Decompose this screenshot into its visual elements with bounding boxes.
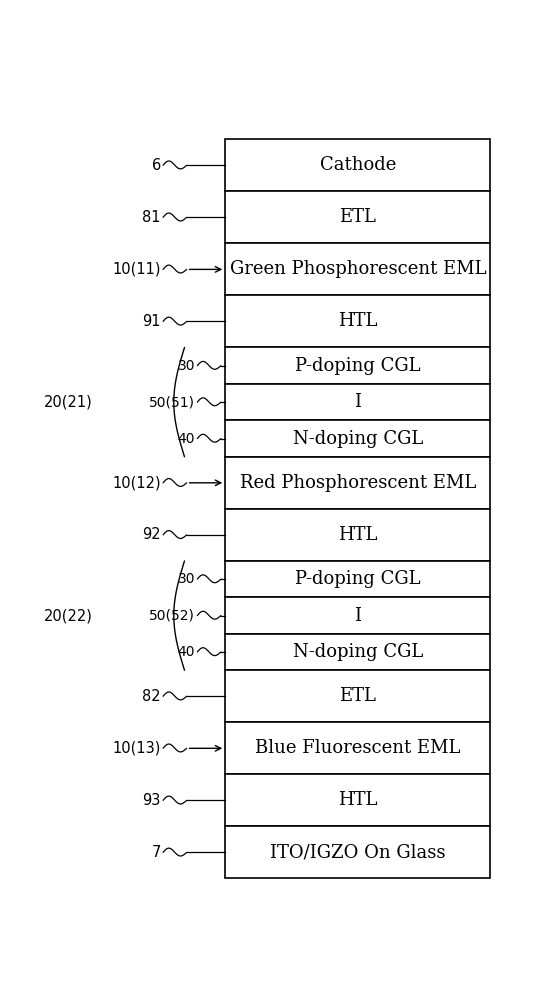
- Bar: [225, 634, 490, 670]
- Bar: [225, 826, 490, 878]
- Bar: [225, 561, 490, 597]
- Text: 10(11): 10(11): [113, 262, 161, 277]
- Text: 50(51): 50(51): [149, 395, 195, 409]
- Bar: [225, 243, 490, 295]
- Bar: [225, 774, 490, 826]
- Text: Cathode: Cathode: [320, 156, 396, 174]
- Text: ITO/IGZO On Glass: ITO/IGZO On Glass: [270, 843, 445, 861]
- Text: 7: 7: [152, 845, 161, 860]
- Text: 81: 81: [142, 210, 161, 225]
- Bar: [225, 670, 490, 722]
- Text: P-doping CGL: P-doping CGL: [295, 357, 421, 375]
- Text: Red Phosphorescent EML: Red Phosphorescent EML: [240, 474, 476, 492]
- Text: 50(52): 50(52): [150, 609, 195, 623]
- Text: 10(13): 10(13): [113, 741, 161, 756]
- Text: I: I: [354, 393, 361, 411]
- Text: Green Phosphorescent EML: Green Phosphorescent EML: [230, 260, 486, 278]
- Text: HTL: HTL: [338, 791, 378, 809]
- Bar: [225, 191, 490, 243]
- Text: 30: 30: [178, 572, 195, 586]
- Text: P-doping CGL: P-doping CGL: [295, 570, 421, 588]
- Text: HTL: HTL: [338, 526, 378, 544]
- Text: 20(22): 20(22): [44, 608, 93, 623]
- Text: N-doping CGL: N-doping CGL: [293, 643, 423, 661]
- Bar: [225, 722, 490, 774]
- Text: 40: 40: [178, 645, 195, 659]
- Bar: [225, 347, 490, 384]
- Text: 40: 40: [178, 432, 195, 446]
- Bar: [225, 597, 490, 634]
- Bar: [225, 420, 490, 457]
- Bar: [225, 509, 490, 561]
- Bar: [225, 457, 490, 509]
- Text: Blue Fluorescent EML: Blue Fluorescent EML: [255, 739, 460, 757]
- Text: N-doping CGL: N-doping CGL: [293, 430, 423, 448]
- Text: I: I: [354, 607, 361, 625]
- Text: 93: 93: [142, 793, 161, 808]
- Text: 20(21): 20(21): [44, 395, 93, 410]
- Text: 6: 6: [152, 158, 161, 173]
- Bar: [225, 139, 490, 191]
- Text: ETL: ETL: [339, 687, 376, 705]
- Bar: [225, 384, 490, 420]
- Bar: [225, 295, 490, 347]
- Text: 82: 82: [142, 689, 161, 704]
- Text: 30: 30: [178, 359, 195, 373]
- Text: 10(12): 10(12): [113, 475, 161, 490]
- Text: 91: 91: [142, 314, 161, 329]
- Text: HTL: HTL: [338, 312, 378, 330]
- Text: 92: 92: [142, 527, 161, 542]
- Text: ETL: ETL: [339, 208, 376, 226]
